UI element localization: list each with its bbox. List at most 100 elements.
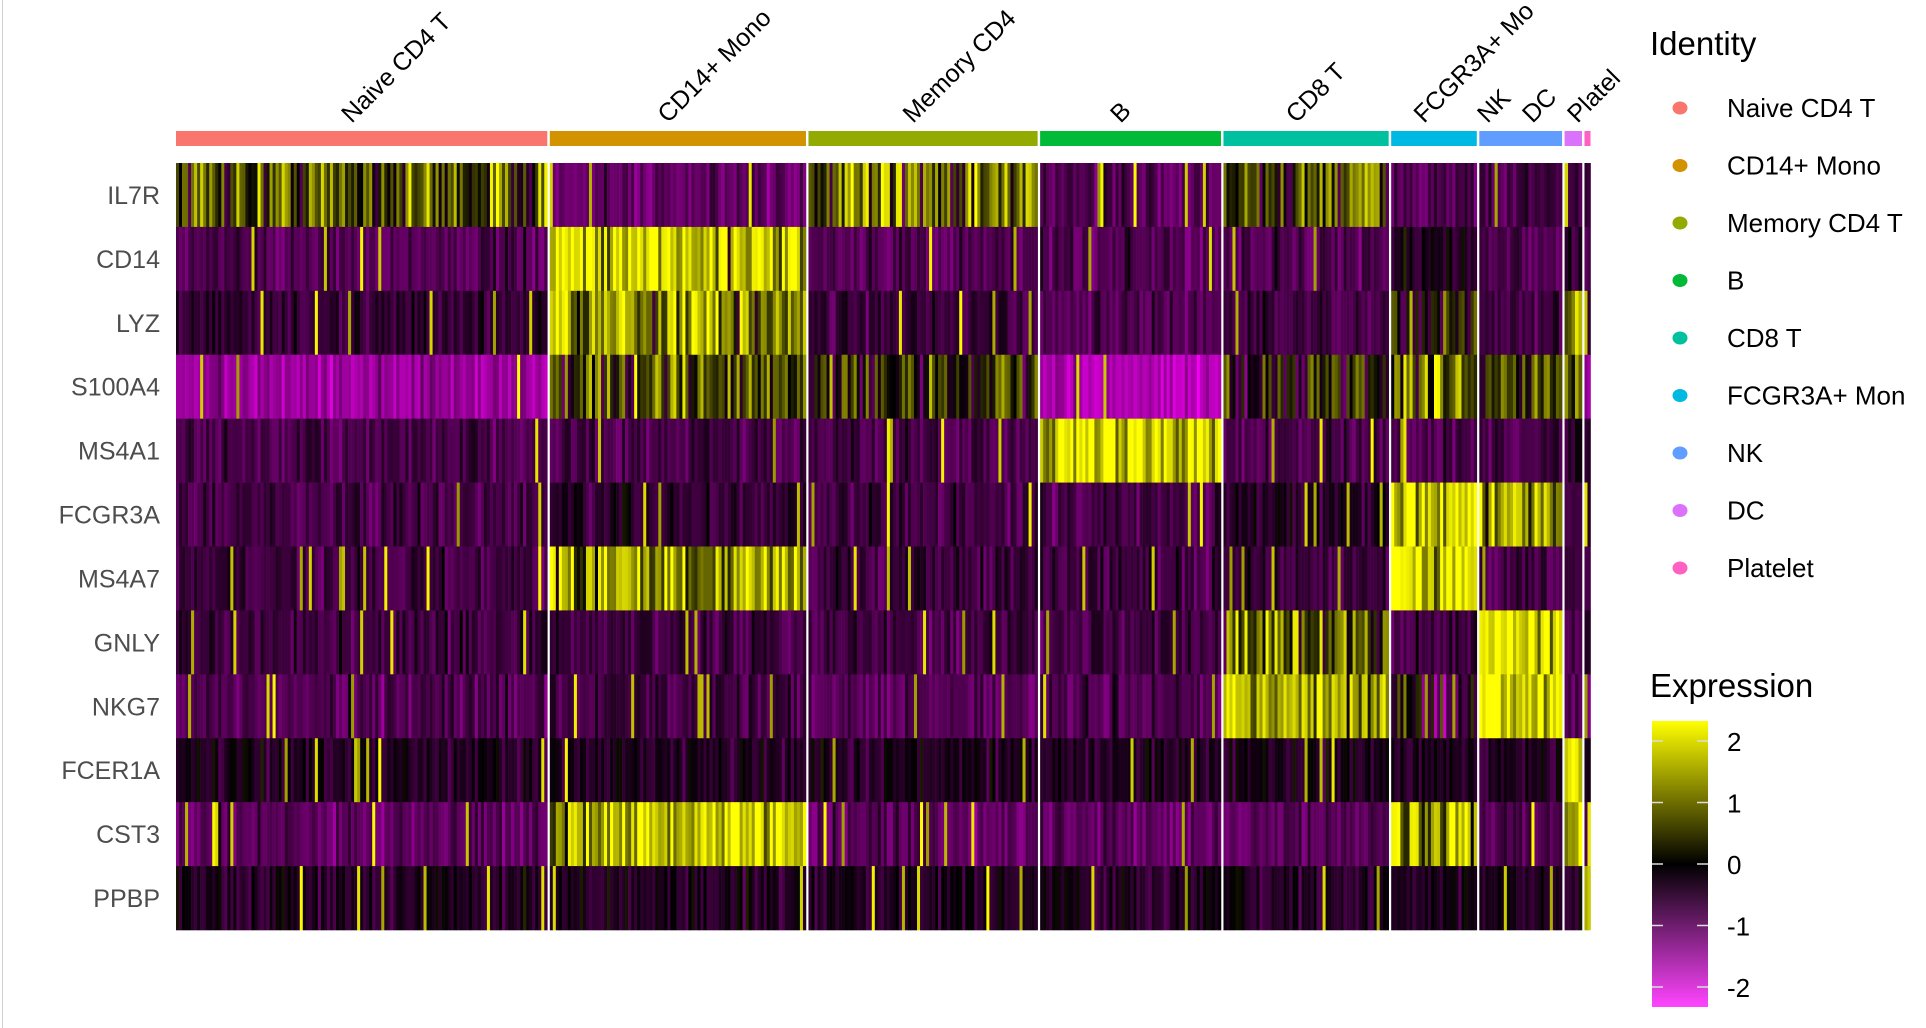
heatmap-cell <box>242 674 246 739</box>
heatmap-cell <box>366 290 370 356</box>
heatmap-cell <box>1247 866 1251 931</box>
heatmap-cell <box>643 290 647 356</box>
heatmap-cell <box>290 226 295 292</box>
heatmap-cell <box>1286 354 1290 419</box>
heatmap-cell <box>781 738 786 803</box>
heatmap-cell <box>947 163 951 228</box>
heatmap-cell <box>1467 482 1471 547</box>
heatmap-cell <box>920 674 924 739</box>
heatmap-cell <box>1274 226 1278 292</box>
heatmap-cell <box>655 674 659 739</box>
heatmap-cell <box>938 226 942 292</box>
heatmap-cell <box>233 354 237 419</box>
heatmap-cell <box>194 674 198 739</box>
heatmap-cell <box>215 546 219 611</box>
heatmap-cell <box>1109 226 1113 292</box>
heatmap-cell <box>381 482 385 547</box>
heatmap-cell <box>1151 163 1155 228</box>
heatmap-cell <box>971 418 975 483</box>
heatmap-cell <box>1433 482 1438 547</box>
heatmap-cell <box>706 418 710 483</box>
heatmap-cell <box>269 738 273 803</box>
heatmap-cell <box>558 354 563 419</box>
heatmap-cell <box>1316 546 1320 611</box>
heatmap-cell <box>1055 418 1059 483</box>
heatmap-cell <box>399 482 403 547</box>
heatmap-cell <box>610 738 614 803</box>
heatmap-cell <box>712 866 716 931</box>
heatmap-cell <box>230 226 234 292</box>
heatmap-cell <box>426 674 430 739</box>
heatmap-cell <box>766 546 771 611</box>
heatmap-cell <box>221 546 225 611</box>
heatmap-cell <box>1136 226 1140 292</box>
heatmap-cell <box>570 866 575 931</box>
heatmap-cell <box>447 418 451 483</box>
heatmap-cell <box>1452 482 1456 547</box>
heatmap-cell <box>1223 226 1227 292</box>
heatmap-cell <box>1319 226 1323 292</box>
heatmap-cell <box>435 802 439 867</box>
heatmap-cell <box>408 610 412 675</box>
heatmap-cell <box>323 226 328 292</box>
heatmap-cell <box>351 163 355 228</box>
heatmap-cell <box>688 546 692 611</box>
heatmap-cell <box>622 290 626 356</box>
heatmap-cell <box>284 802 288 867</box>
heatmap-cell <box>974 674 978 739</box>
heatmap-cell <box>865 738 870 803</box>
heatmap-cell <box>1443 226 1447 292</box>
heatmap-cell <box>947 610 951 675</box>
heatmap-cell <box>1268 163 1272 228</box>
heatmap-cell <box>1208 290 1213 356</box>
heatmap-cell <box>853 163 858 228</box>
heatmap-cell <box>176 354 180 419</box>
heatmap-cell <box>1166 674 1171 739</box>
heatmap-cell <box>1148 290 1152 356</box>
heatmap-cell <box>447 290 451 356</box>
heatmap-cell <box>1394 163 1398 228</box>
heatmap-cell <box>775 802 780 867</box>
heatmap-cell <box>257 546 261 611</box>
heatmap-cell <box>871 482 876 547</box>
heatmap-cell <box>1046 482 1050 547</box>
heatmap-cell <box>305 674 310 739</box>
heatmap-cell <box>317 163 322 228</box>
heatmap-cell <box>1289 226 1293 292</box>
heatmap-cell <box>1382 482 1386 547</box>
heatmap-cell <box>595 674 599 739</box>
heatmap-cell <box>402 546 406 611</box>
heatmap-cell <box>631 226 635 292</box>
heatmap-cell <box>1373 354 1377 419</box>
heatmap-cell <box>357 163 361 228</box>
heatmap-cell <box>188 482 192 547</box>
heatmap-cell <box>1292 354 1296 419</box>
heatmap-cells <box>176 163 1591 931</box>
heatmap-cell <box>311 418 316 483</box>
heatmap-cell <box>1205 226 1210 292</box>
heatmap-cell <box>941 354 945 419</box>
heatmap-cell <box>947 674 951 739</box>
heatmap-cell <box>772 290 777 356</box>
heatmap-cell <box>588 482 593 547</box>
heatmap-cell <box>1421 290 1426 356</box>
heatmap-cell <box>242 866 246 931</box>
heatmap-cell <box>218 546 222 611</box>
heatmap-cell <box>194 610 198 675</box>
heatmap-cell <box>823 802 827 867</box>
heatmap-cell <box>176 866 180 931</box>
heatmap-cell <box>1268 546 1272 611</box>
heatmap-cell <box>1343 610 1347 675</box>
heatmap-cell <box>826 802 830 867</box>
heatmap-cell <box>868 802 873 867</box>
heatmap-cell <box>1328 354 1332 419</box>
heatmap-cell <box>532 482 536 547</box>
heatmap-cell <box>700 546 704 611</box>
heatmap-cell <box>197 354 201 419</box>
heatmap-cell <box>1340 546 1344 611</box>
heatmap-cell <box>670 418 674 483</box>
heatmap-cell <box>435 290 439 356</box>
heatmap-cell <box>561 738 566 803</box>
heatmap-cell <box>1163 674 1168 739</box>
heatmap-cell <box>456 738 461 803</box>
